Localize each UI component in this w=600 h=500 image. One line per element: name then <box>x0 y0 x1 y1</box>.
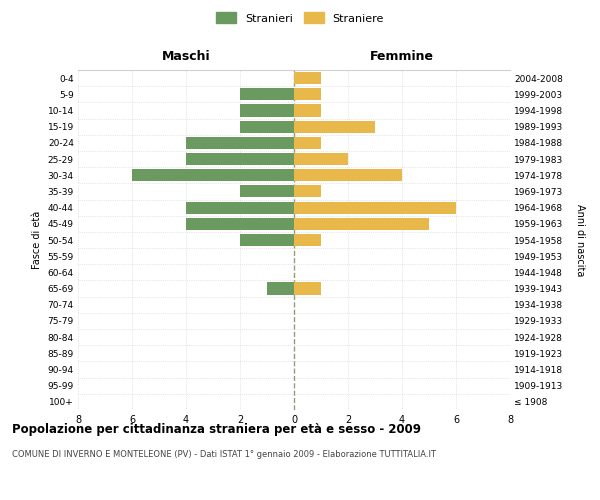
Bar <box>294 234 321 246</box>
Bar <box>294 88 321 101</box>
Bar <box>294 120 375 132</box>
Text: COMUNE DI INVERNO E MONTELEONE (PV) - Dati ISTAT 1° gennaio 2009 - Elaborazione : COMUNE DI INVERNO E MONTELEONE (PV) - Da… <box>12 450 436 459</box>
Bar <box>294 137 321 149</box>
Bar <box>240 104 294 117</box>
Bar <box>186 218 294 230</box>
Text: Popolazione per cittadinanza straniera per età e sesso - 2009: Popolazione per cittadinanza straniera p… <box>12 422 421 436</box>
Legend: Stranieri, Straniere: Stranieri, Straniere <box>211 8 389 28</box>
Text: Maschi: Maschi <box>161 50 211 62</box>
Bar <box>240 120 294 132</box>
Bar <box>294 104 321 117</box>
Bar <box>240 88 294 101</box>
Bar <box>240 234 294 246</box>
Bar <box>240 186 294 198</box>
Bar <box>294 169 402 181</box>
Bar <box>186 153 294 165</box>
Bar <box>186 202 294 213</box>
Bar <box>186 137 294 149</box>
Bar <box>132 169 294 181</box>
Y-axis label: Fasce di età: Fasce di età <box>32 211 42 269</box>
Text: Femmine: Femmine <box>370 50 434 62</box>
Bar <box>267 282 294 294</box>
Bar <box>294 282 321 294</box>
Bar <box>294 202 456 213</box>
Bar <box>294 186 321 198</box>
Bar <box>294 72 321 84</box>
Y-axis label: Anni di nascita: Anni di nascita <box>575 204 585 276</box>
Bar <box>294 153 348 165</box>
Bar <box>294 218 429 230</box>
